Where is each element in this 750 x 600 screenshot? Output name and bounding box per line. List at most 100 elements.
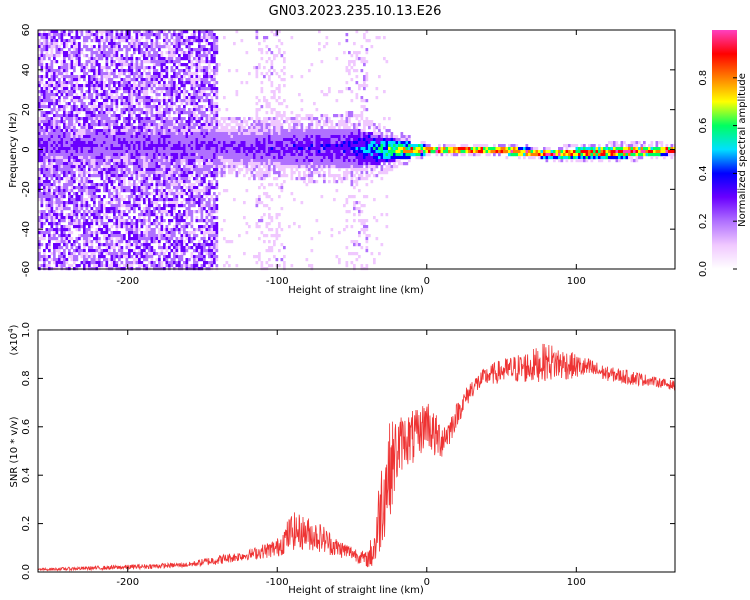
heatmap-cell: [153, 252, 156, 256]
heatmap-cell: [180, 225, 184, 229]
heatmap-cell: [178, 126, 181, 130]
heatmap-cell: [85, 255, 89, 259]
heatmap-cell: [83, 141, 86, 145]
heatmap-cell: [105, 30, 109, 34]
heatmap-cell: [215, 210, 219, 214]
heatmap-cell: [95, 183, 99, 187]
heatmap-cell: [50, 78, 54, 82]
heatmap-cell: [195, 144, 199, 148]
heatmap-cell: [100, 150, 104, 154]
heatmap-cell: [183, 90, 186, 94]
heatmap-cell: [78, 150, 81, 154]
heatmap-cell: [160, 210, 164, 214]
heatmap-cell: [90, 96, 94, 100]
heatmap-cell: [95, 219, 99, 223]
heatmap-cell: [70, 60, 74, 64]
heatmap-cell: [103, 99, 106, 103]
heatmap-cell: [143, 42, 146, 46]
heatmap-cell: [45, 66, 49, 70]
heatmap-cell: [118, 201, 121, 205]
heatmap-cell: [90, 246, 94, 250]
heatmap-cell: [55, 204, 59, 208]
heatmap-cell: [138, 201, 141, 205]
heatmap-cell: [180, 255, 184, 259]
heatmap-cell: [213, 159, 216, 163]
heatmap-cell: [68, 51, 71, 55]
heatmap-cell: [170, 60, 174, 64]
heatmap-cell: [115, 210, 119, 214]
heatmap-cell: [93, 183, 96, 187]
heatmap-cell: [103, 126, 106, 130]
heatmap-cell: [145, 60, 149, 64]
heatmap-cell: [248, 141, 251, 145]
heatmap-cell: [195, 168, 199, 172]
heatmap-cell: [113, 222, 116, 226]
heatmap-cell: [38, 225, 41, 229]
heatmap-cell: [70, 264, 74, 268]
heatmap-cell: [98, 84, 101, 88]
heatmap-cell: [138, 75, 141, 79]
heatmap-cell: [115, 51, 119, 55]
heatmap-cell: [248, 147, 251, 151]
heatmap-cell: [250, 117, 254, 121]
heatmap-cell: [203, 123, 206, 127]
heatmap-cell: [210, 183, 214, 187]
heatmap-cell: [160, 105, 164, 109]
heatmap-cell: [85, 117, 89, 121]
heatmap-cell: [70, 135, 74, 139]
heatmap-cell: [173, 255, 176, 259]
heatmap-cell: [98, 156, 101, 160]
heatmap-cell: [78, 60, 81, 64]
heatmap-cell: [130, 87, 134, 91]
heatmap-cell: [170, 138, 174, 142]
heatmap-cell: [140, 138, 144, 142]
heatmap-cell: [128, 249, 131, 253]
heatmap-cell: [173, 228, 176, 232]
heatmap-cell: [195, 51, 199, 55]
heatmap-cell: [73, 90, 76, 94]
heatmap-cell: [90, 63, 94, 67]
heatmap-cell: [138, 132, 141, 136]
heatmap-cell: [185, 258, 189, 262]
heatmap-cell: [88, 90, 91, 94]
heatmap-cell: [198, 171, 201, 175]
heatmap-cell: [55, 189, 59, 193]
heatmap-cell: [205, 204, 209, 208]
heatmap-cell: [178, 147, 181, 151]
heatmap-cell: [58, 198, 61, 202]
heatmap-cell: [110, 168, 114, 172]
heatmap-cell: [95, 216, 99, 220]
heatmap-cell: [105, 246, 109, 250]
heatmap-cell: [160, 198, 164, 202]
heatmap-cell: [83, 186, 86, 190]
heatmap-cell: [168, 111, 171, 115]
heatmap-cell: [48, 117, 51, 121]
heatmap-cell: [103, 90, 106, 94]
heatmap-cell: [138, 96, 141, 100]
heatmap-cell: [208, 99, 211, 103]
heatmap-cell: [170, 171, 174, 175]
heatmap-cell: [75, 204, 79, 208]
heatmap-cell: [55, 198, 59, 202]
heatmap-cell: [60, 240, 64, 244]
heatmap-cell: [125, 144, 129, 148]
heatmap-cell: [85, 186, 89, 190]
heatmap-cell: [253, 165, 256, 169]
heatmap-cell: [150, 192, 154, 196]
heatmap-cell: [135, 237, 139, 241]
heatmap-cell: [200, 90, 204, 94]
heatmap-cell: [45, 114, 49, 118]
heatmap-cell: [260, 174, 264, 178]
heatmap-cell: [200, 156, 204, 160]
heatmap-cell: [153, 66, 156, 70]
heatmap-cell: [205, 132, 209, 136]
heatmap-cell: [105, 141, 109, 145]
heatmap-cell: [88, 81, 91, 85]
heatmap-cell: [80, 99, 84, 103]
heatmap-cell: [90, 195, 94, 199]
heatmap-cell: [118, 264, 121, 268]
heatmap-cell: [180, 237, 184, 241]
heatmap-cell: [45, 93, 49, 97]
heatmap-cell: [200, 165, 204, 169]
heatmap-cell: [128, 204, 131, 208]
